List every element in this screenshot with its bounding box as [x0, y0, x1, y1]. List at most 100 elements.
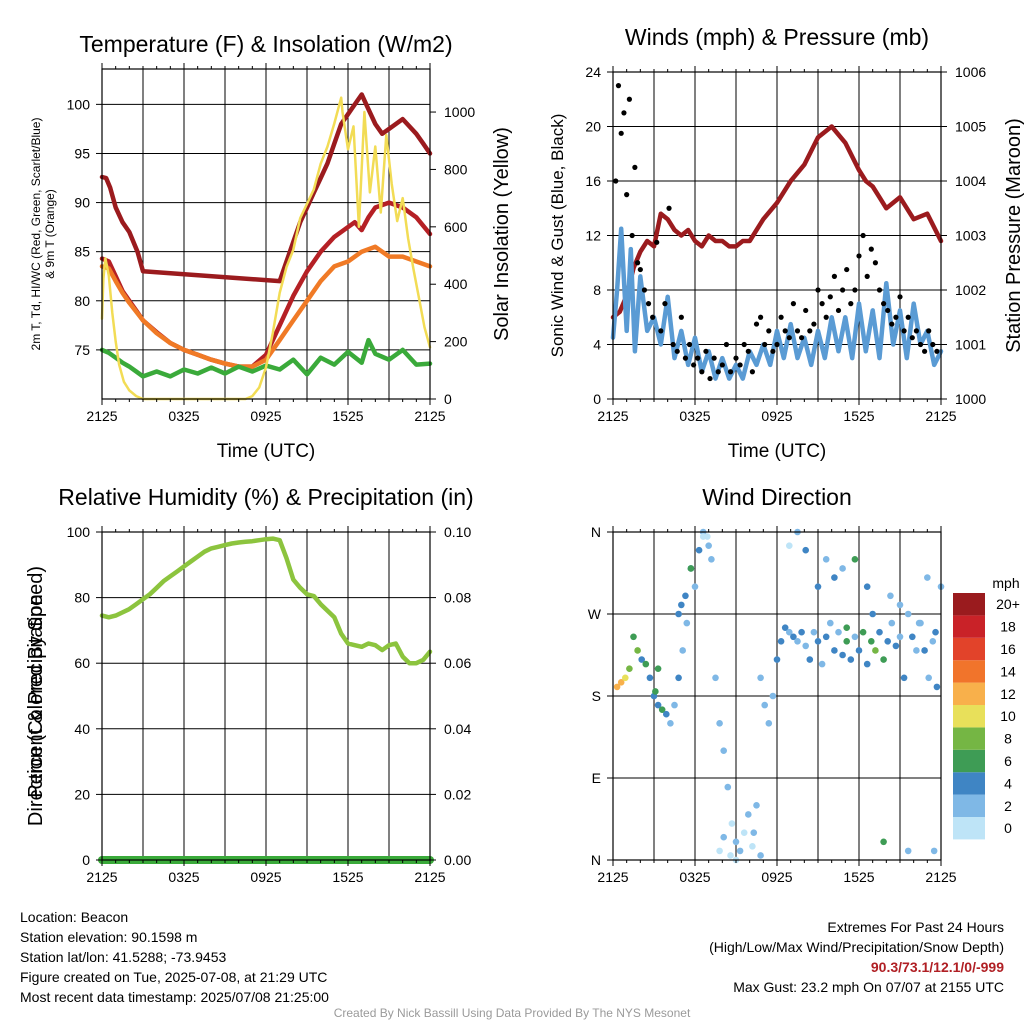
direction-point — [646, 674, 654, 682]
direction-point — [872, 647, 879, 654]
recent-timestamp: Most recent data timestamp: 2025/07/08 2… — [20, 989, 329, 1005]
colorbar-label: 10 — [1000, 708, 1016, 724]
x-tick-label: 2125 — [86, 408, 117, 424]
direction-point — [868, 638, 875, 645]
y2-axis-label: Station Pressure (Maroon) — [1003, 118, 1024, 353]
gust-point — [753, 321, 760, 327]
gust-point — [905, 314, 911, 320]
direction-point — [863, 660, 871, 668]
gust-point — [703, 348, 709, 354]
direction-point — [929, 638, 937, 645]
direction-point — [683, 619, 691, 627]
y-tick-label: 85 — [74, 244, 90, 260]
gust-point — [917, 341, 924, 348]
gust-point — [856, 253, 862, 259]
direction-point — [818, 660, 826, 668]
gust-point — [711, 355, 717, 361]
y-tick-label: 100 — [67, 524, 91, 540]
colorbar-label: 4 — [1004, 775, 1012, 791]
extremes-title: Extremes For Past 24 Hours — [827, 919, 1004, 935]
y-tick-label: 0 — [82, 852, 90, 868]
gust-point — [881, 301, 887, 307]
y2-tick-label: 800 — [444, 161, 468, 177]
colorbar-label: 16 — [1000, 641, 1016, 657]
gust-point — [650, 314, 656, 320]
direction-point — [617, 679, 625, 686]
direction-point — [724, 783, 732, 791]
gust-point — [786, 335, 792, 341]
x-tick-label: 0925 — [250, 408, 281, 424]
x-tick-label: 2125 — [925, 869, 956, 885]
x-tick-label: 2125 — [597, 408, 628, 424]
x-tick-label: 0925 — [761, 869, 792, 885]
direction-point — [925, 674, 932, 682]
gust-point — [678, 314, 684, 320]
gust-point — [922, 348, 928, 354]
gust-point — [876, 287, 883, 293]
direction-point — [786, 542, 793, 549]
chart-title: Wind Direction — [702, 484, 852, 510]
figure-created: Figure created on Tue, 2025-07-08, at 21… — [20, 969, 328, 985]
direction-point — [835, 628, 842, 636]
direction-point — [769, 692, 777, 700]
direction-point — [896, 633, 904, 641]
gust-point — [844, 266, 850, 273]
chart-panel-1: Temperature (F) & Insolation (W/m2)2125 0… — [29, 31, 513, 462]
direction-point — [869, 610, 876, 618]
direction-point — [740, 829, 748, 836]
direction-point — [687, 565, 695, 572]
x-tick-label: 0325 — [168, 408, 199, 424]
direction-point — [761, 701, 768, 709]
y2-tick-label: 0.06 — [444, 655, 471, 671]
colorbar-swatch — [953, 772, 985, 795]
direction-point — [634, 647, 641, 654]
gust-point — [670, 341, 676, 348]
station-elevation: Station elevation: 90.1598 m — [20, 929, 198, 945]
colorbar-label: 18 — [1000, 619, 1016, 635]
gust-point — [811, 321, 817, 327]
direction-point — [757, 674, 764, 682]
gust-point — [695, 355, 701, 361]
x-axis-label: Time (UTC) — [728, 441, 827, 462]
series-line-2 — [610, 226, 944, 381]
colorbar-label: 0 — [1004, 820, 1012, 836]
direction-point — [667, 720, 674, 727]
station-info: Location: Beacon Station elevation: 90.1… — [20, 907, 329, 1007]
direction-point — [933, 683, 941, 691]
gust-point — [615, 83, 622, 89]
gust-point — [621, 110, 627, 116]
direction-point — [822, 556, 830, 563]
direction-point — [851, 556, 859, 563]
direction-point — [708, 556, 715, 563]
direction-point — [802, 642, 809, 650]
gust-point — [897, 294, 903, 300]
colorbar-swatch — [953, 682, 985, 705]
colorbar-label: 8 — [1004, 731, 1012, 747]
x-tick-label: 2125 — [86, 869, 117, 885]
gust-point — [674, 348, 680, 354]
colorbar-swatch — [953, 749, 985, 773]
direction-point — [712, 674, 719, 682]
extremes-subtitle: (High/Low/Max Wind/Precipitation/Snow De… — [709, 939, 1004, 955]
gust-point — [686, 341, 693, 348]
direction-point — [892, 642, 900, 650]
gust-point — [749, 369, 756, 375]
direction-point — [802, 546, 809, 554]
direction-point — [887, 592, 894, 600]
y-tick-label: N — [591, 524, 601, 540]
direction-point — [915, 619, 923, 627]
gust-point — [778, 314, 784, 320]
direction-point — [654, 701, 662, 709]
extremes-values: 90.3/73.1/12.1/0/-999 — [870, 959, 1004, 975]
gust-point — [934, 348, 940, 354]
y2-tick-label: 1001 — [955, 337, 986, 353]
x-tick-label: 2125 — [925, 408, 956, 424]
colorbar-label: 6 — [1004, 753, 1012, 769]
series-line-3 — [99, 92, 433, 284]
x-axis-label: Time (UTC) — [217, 441, 316, 462]
y2-tick-label: 0 — [444, 391, 452, 407]
y-tick-label: 80 — [74, 590, 90, 606]
gust-point — [872, 260, 879, 266]
gust-point — [626, 96, 633, 102]
colorbar-swatch — [953, 660, 985, 683]
